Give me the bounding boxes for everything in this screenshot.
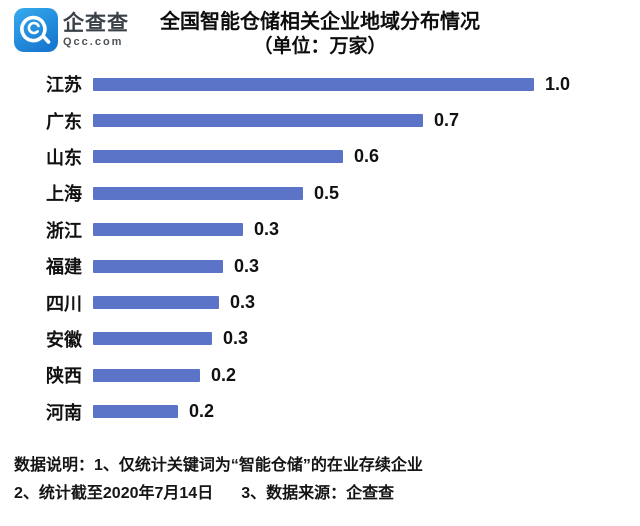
chart-row: 四川 0.3 <box>0 284 640 320</box>
bar <box>93 259 223 273</box>
value-label: 0.3 <box>234 255 260 276</box>
qcc-magnifier-icon <box>14 8 58 52</box>
brand-name: 企查查 <box>63 12 129 35</box>
value-label: 0.2 <box>189 401 215 422</box>
bar <box>93 114 423 128</box>
chart-row: 江苏 1.0 <box>0 66 640 102</box>
logo-text: 企查查 Qcc.com <box>63 8 129 49</box>
category-label: 山东 <box>46 147 82 168</box>
title-block: 全国智能仓储相关企业地域分布情况 （单位：万家） <box>0 0 640 59</box>
chart-row: 上海 0.5 <box>0 175 640 211</box>
footer-note-source: 3、数据来源：企查查 <box>241 484 395 502</box>
bar <box>93 223 243 237</box>
chart-subtitle: （单位：万家） <box>253 36 387 57</box>
chart-row: 山东 0.6 <box>0 139 640 175</box>
footer-note-line1: 数据说明：1、仅统计关键词为“智能仓储”的在业存续企业 <box>14 456 423 474</box>
brand-domain: Qcc.com <box>63 36 124 48</box>
bar <box>93 77 534 91</box>
category-label: 江苏 <box>46 75 82 96</box>
category-label: 陕西 <box>46 366 82 387</box>
category-label: 广东 <box>46 111 82 132</box>
category-label: 河南 <box>46 402 82 423</box>
header: 企查查 Qcc.com 全国智能仓储相关企业地域分布情况 （单位：万家） <box>0 0 640 62</box>
value-label: 1.0 <box>545 73 571 94</box>
footer-note-cutoff: 2、统计截至2020年7月14日 <box>14 484 214 502</box>
value-label: 0.3 <box>230 292 256 313</box>
bar <box>93 368 200 382</box>
value-label: 0.6 <box>354 146 380 167</box>
chart-row: 浙江 0.3 <box>0 212 640 248</box>
category-label: 上海 <box>46 184 82 205</box>
category-label: 四川 <box>46 293 82 314</box>
bar <box>93 186 303 200</box>
bar-chart: 江苏 1.0 广东 0.7 山东 0.6 上海 0.5 浙江 0.3 福建 0.… <box>0 66 640 430</box>
chart-row: 福建 0.3 <box>0 248 640 284</box>
bar <box>93 150 343 164</box>
category-label: 浙江 <box>46 220 82 241</box>
chart-row: 安徽 0.3 <box>0 321 640 357</box>
category-label: 福建 <box>46 257 82 278</box>
value-label: 0.5 <box>314 182 340 203</box>
value-label: 0.7 <box>434 110 460 131</box>
bar <box>93 296 219 310</box>
qcc-logo: 企查查 Qcc.com <box>14 8 129 52</box>
chart-title: 全国智能仓储相关企业地域分布情况 <box>160 11 480 33</box>
chart-row: 陕西 0.2 <box>0 357 640 393</box>
bar <box>93 405 178 419</box>
category-label: 安徽 <box>46 329 82 350</box>
value-label: 0.3 <box>223 328 249 349</box>
value-label: 0.2 <box>211 364 237 385</box>
footer-note-line2: 2、统计截至2020年7月14日 3、数据来源：企查查 <box>14 480 640 508</box>
bar <box>93 332 212 346</box>
chart-row: 河南 0.2 <box>0 394 640 430</box>
footer-notes: 数据说明：1、仅统计关键词为“智能仓储”的在业存续企业 2、统计截至2020年7… <box>0 452 640 508</box>
value-label: 0.3 <box>254 219 280 240</box>
chart-row: 广东 0.7 <box>0 102 640 138</box>
